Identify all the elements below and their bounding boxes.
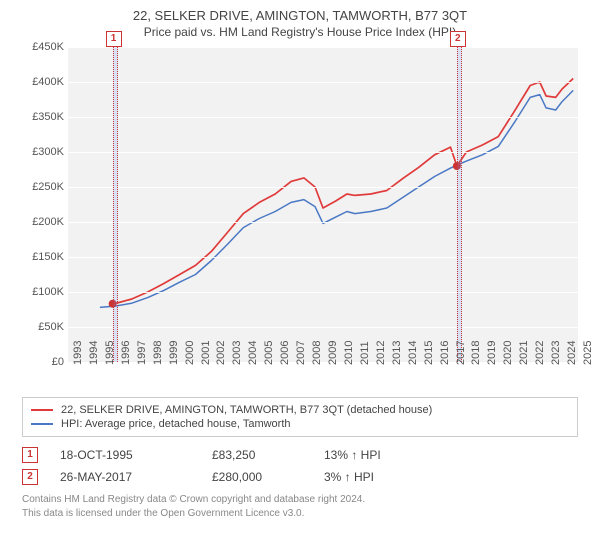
x-axis-label: 2002: [215, 341, 227, 365]
x-axis-label: 2010: [343, 341, 355, 365]
y-axis-label: £250K: [32, 181, 64, 193]
y-axis-label: £0: [52, 356, 64, 368]
transaction-row: 1 18-OCT-1995 £83,250 13% ↑ HPI: [22, 447, 578, 463]
x-axis-label: 2008: [311, 341, 323, 365]
x-axis-label: 2007: [295, 341, 307, 365]
y-axis-label: £400K: [32, 76, 64, 88]
plot-area: [68, 47, 578, 362]
legend-label: 22, SELKER DRIVE, AMINGTON, TAMWORTH, B7…: [61, 404, 432, 416]
transaction-marker: 2: [22, 469, 38, 485]
y-axis-label: £100K: [32, 286, 64, 298]
legend-swatch: [31, 423, 53, 425]
transaction-delta: 13% ↑ HPI: [324, 448, 381, 462]
x-axis-label: 1993: [72, 341, 84, 365]
x-axis-label: 2012: [375, 341, 387, 365]
x-axis-label: 2016: [439, 341, 451, 365]
x-axis-label: 1999: [168, 341, 180, 365]
y-axis-label: £150K: [32, 251, 64, 263]
y-axis-label: £200K: [32, 216, 64, 228]
x-axis-label: 2006: [279, 341, 291, 365]
x-axis-label: 2004: [247, 341, 259, 365]
transaction-price: £83,250: [212, 448, 302, 462]
legend-swatch: [31, 409, 53, 411]
y-axis-label: £50K: [38, 321, 64, 333]
transaction-date: 18-OCT-1995: [60, 448, 190, 462]
x-axis-label: 2003: [231, 341, 243, 365]
chart: £0 £50K £100K £150K £200K £250K £300K £350K £400…: [22, 47, 578, 387]
x-axis-label: 2001: [200, 341, 212, 365]
chart-lines: [68, 47, 578, 362]
footer: Contains HM Land Registry data © Crown c…: [22, 493, 578, 520]
transaction-marker: 1: [22, 447, 38, 463]
x-axis-label: 2013: [391, 341, 403, 365]
series-line: [113, 79, 574, 304]
x-axis-label: 1994: [88, 341, 100, 365]
series-line: [100, 90, 573, 307]
footer-line: This data is licensed under the Open Gov…: [22, 507, 578, 521]
event-marker: 2: [450, 31, 466, 47]
x-axis-label: 2009: [327, 341, 339, 365]
y-axis-label: £300K: [32, 146, 64, 158]
x-axis-label: 2018: [470, 341, 482, 365]
event-marker: 1: [106, 31, 122, 47]
legend-label: HPI: Average price, detached house, Tamw…: [61, 418, 291, 430]
x-axis-label: 2017: [455, 341, 467, 365]
transaction-date: 26-MAY-2017: [60, 470, 190, 484]
x-axis-label: 2021: [518, 341, 530, 365]
x-axis-label: 2024: [566, 341, 578, 365]
x-axis-label: 2025: [582, 341, 594, 365]
legend: 22, SELKER DRIVE, AMINGTON, TAMWORTH, B7…: [22, 397, 578, 437]
x-axis-label: 2014: [407, 341, 419, 365]
event-band: [113, 47, 118, 362]
transaction-price: £280,000: [212, 470, 302, 484]
x-axis-label: 2023: [550, 341, 562, 365]
transaction-delta: 3% ↑ HPI: [324, 470, 374, 484]
x-axis-label: 2005: [263, 341, 275, 365]
y-axis-label: £350K: [32, 111, 64, 123]
chart-title: 22, SELKER DRIVE, AMINGTON, TAMWORTH, B7…: [22, 8, 578, 23]
legend-item: HPI: Average price, detached house, Tamw…: [31, 418, 569, 430]
transaction-row: 2 26-MAY-2017 £280,000 3% ↑ HPI: [22, 469, 578, 485]
x-axis-label: 1996: [120, 341, 132, 365]
x-axis-label: 2019: [486, 341, 498, 365]
x-axis-label: 2022: [534, 341, 546, 365]
legend-item: 22, SELKER DRIVE, AMINGTON, TAMWORTH, B7…: [31, 404, 569, 416]
x-axis-label: 2011: [359, 341, 371, 365]
x-axis-label: 2000: [184, 341, 196, 365]
y-axis-label: £450K: [32, 41, 64, 53]
event-band: [457, 47, 462, 362]
transactions: 1 18-OCT-1995 £83,250 13% ↑ HPI 2 26-MAY…: [22, 447, 578, 485]
x-axis-label: 1997: [136, 341, 148, 365]
footer-line: Contains HM Land Registry data © Crown c…: [22, 493, 578, 507]
x-axis-label: 1998: [152, 341, 164, 365]
x-axis-label: 2020: [502, 341, 514, 365]
x-axis-label: 1995: [104, 341, 116, 365]
x-axis-label: 2015: [423, 341, 435, 365]
